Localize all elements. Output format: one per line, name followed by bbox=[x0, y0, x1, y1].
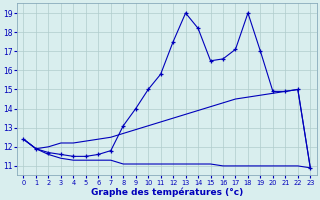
X-axis label: Graphe des températures (°c): Graphe des températures (°c) bbox=[91, 187, 243, 197]
